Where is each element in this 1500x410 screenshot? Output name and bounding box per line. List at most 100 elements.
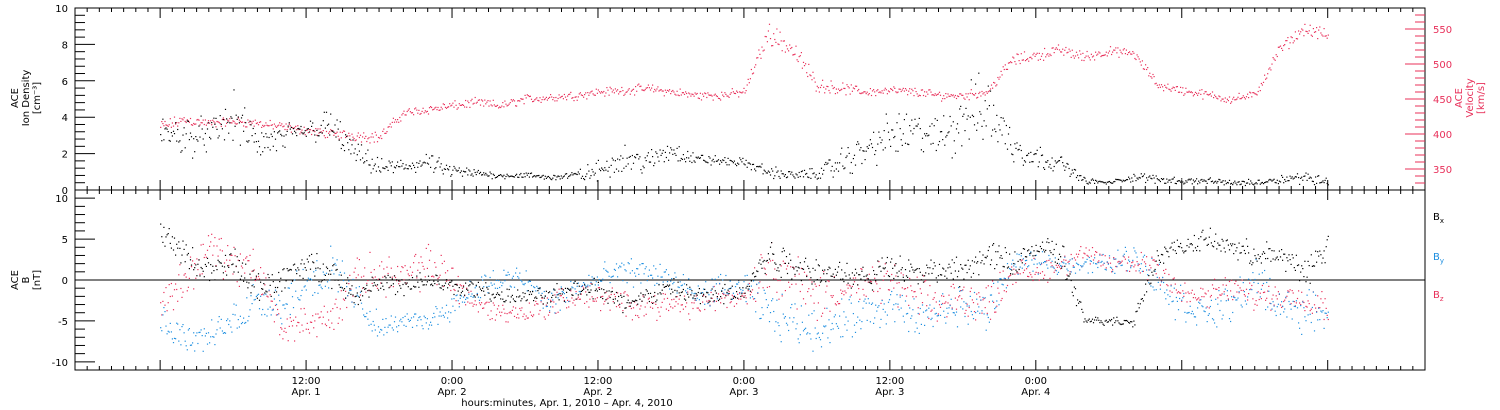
bz-point [435,266,437,268]
b-axis-tick-label: 10 [55,194,68,205]
density-point [549,177,551,179]
bz-point [491,318,493,320]
bz-point [1244,295,1246,297]
density-point [639,156,641,158]
bz-point [1048,259,1050,261]
bz-point [767,262,769,264]
by-point [723,292,725,294]
bz-point [563,299,565,302]
density-point [621,170,623,172]
velocity-point [1180,86,1182,88]
velocity-point [1130,53,1132,55]
velocity-point [717,97,720,99]
velocity-point [795,45,797,47]
bx-point [171,236,173,238]
bz-point [747,290,749,292]
by-point [752,280,755,282]
velocity-point [1302,29,1304,31]
by-point [560,286,562,288]
by-point [696,297,698,299]
velocity-point [618,93,620,95]
bz-point [1172,278,1174,280]
density-point [1134,175,1136,177]
by-point [800,305,802,307]
bz-point [1217,297,1219,299]
density-point [800,171,802,173]
velocity-point [938,91,941,93]
velocity-point [647,84,649,86]
density-point [601,167,603,169]
density-point [1047,160,1049,162]
bz-point [452,267,454,269]
velocity-point [508,103,510,105]
bz-point [721,297,723,299]
velocity-point [680,94,682,96]
bz-point [629,302,631,304]
velocity-point [1111,53,1113,56]
bz-point [946,316,948,318]
bz-point [842,290,844,292]
density-point [1001,134,1003,136]
bz-point [1262,291,1265,294]
by-point [284,307,286,310]
density-point [1114,180,1116,183]
density-point [1302,179,1304,181]
b-axis-tick-label: 0 [62,276,68,287]
density-point [1310,177,1312,179]
bz-point [803,271,806,273]
bz-point [887,289,890,291]
bz-point [1236,291,1238,293]
velocity-point [165,124,167,126]
velocity-point [620,90,622,93]
by-point [1061,265,1063,267]
velocity-point [1105,51,1107,53]
density-point [1313,184,1316,186]
bz-point [324,323,326,325]
velocity-point [299,133,301,135]
bz-point [999,271,1001,274]
density-point [318,135,320,137]
bz-point [774,268,776,270]
by-point [816,333,818,335]
by-point [181,326,183,328]
velocity-point [853,88,856,90]
velocity-point [1274,59,1276,61]
velocity-point [818,91,820,93]
density-point [300,125,302,128]
velocity-point [750,68,752,71]
density-point [1054,160,1056,162]
velocity-point [970,89,972,91]
velocity-point [788,50,790,52]
by-point [728,288,730,290]
density-point [319,131,321,133]
density-point [557,175,559,177]
by-point [1082,265,1084,267]
by-point [272,309,274,311]
by-point [1175,296,1177,299]
density-point [324,127,326,129]
velocity-point [368,137,370,139]
bz-point [919,288,921,290]
bz-point [882,279,884,281]
by-point [323,273,325,276]
bz-point [1196,299,1198,301]
density-point [1227,182,1229,184]
density-point [914,118,916,120]
density-point [984,100,986,102]
bz-point [916,276,918,278]
bz-point [647,298,649,300]
density-point [1296,173,1299,175]
velocity-point [1269,67,1271,69]
by-point [1062,261,1064,263]
density-point [1062,162,1064,164]
by-point [836,325,839,327]
bz-point [472,305,474,307]
velocity-point [1321,34,1323,36]
bz-point [596,297,598,299]
bz-point [376,287,379,289]
velocity-point [754,66,756,68]
bz-point [354,267,356,269]
density-point [221,128,223,130]
velocity-point [932,94,934,96]
density-point [199,136,201,138]
